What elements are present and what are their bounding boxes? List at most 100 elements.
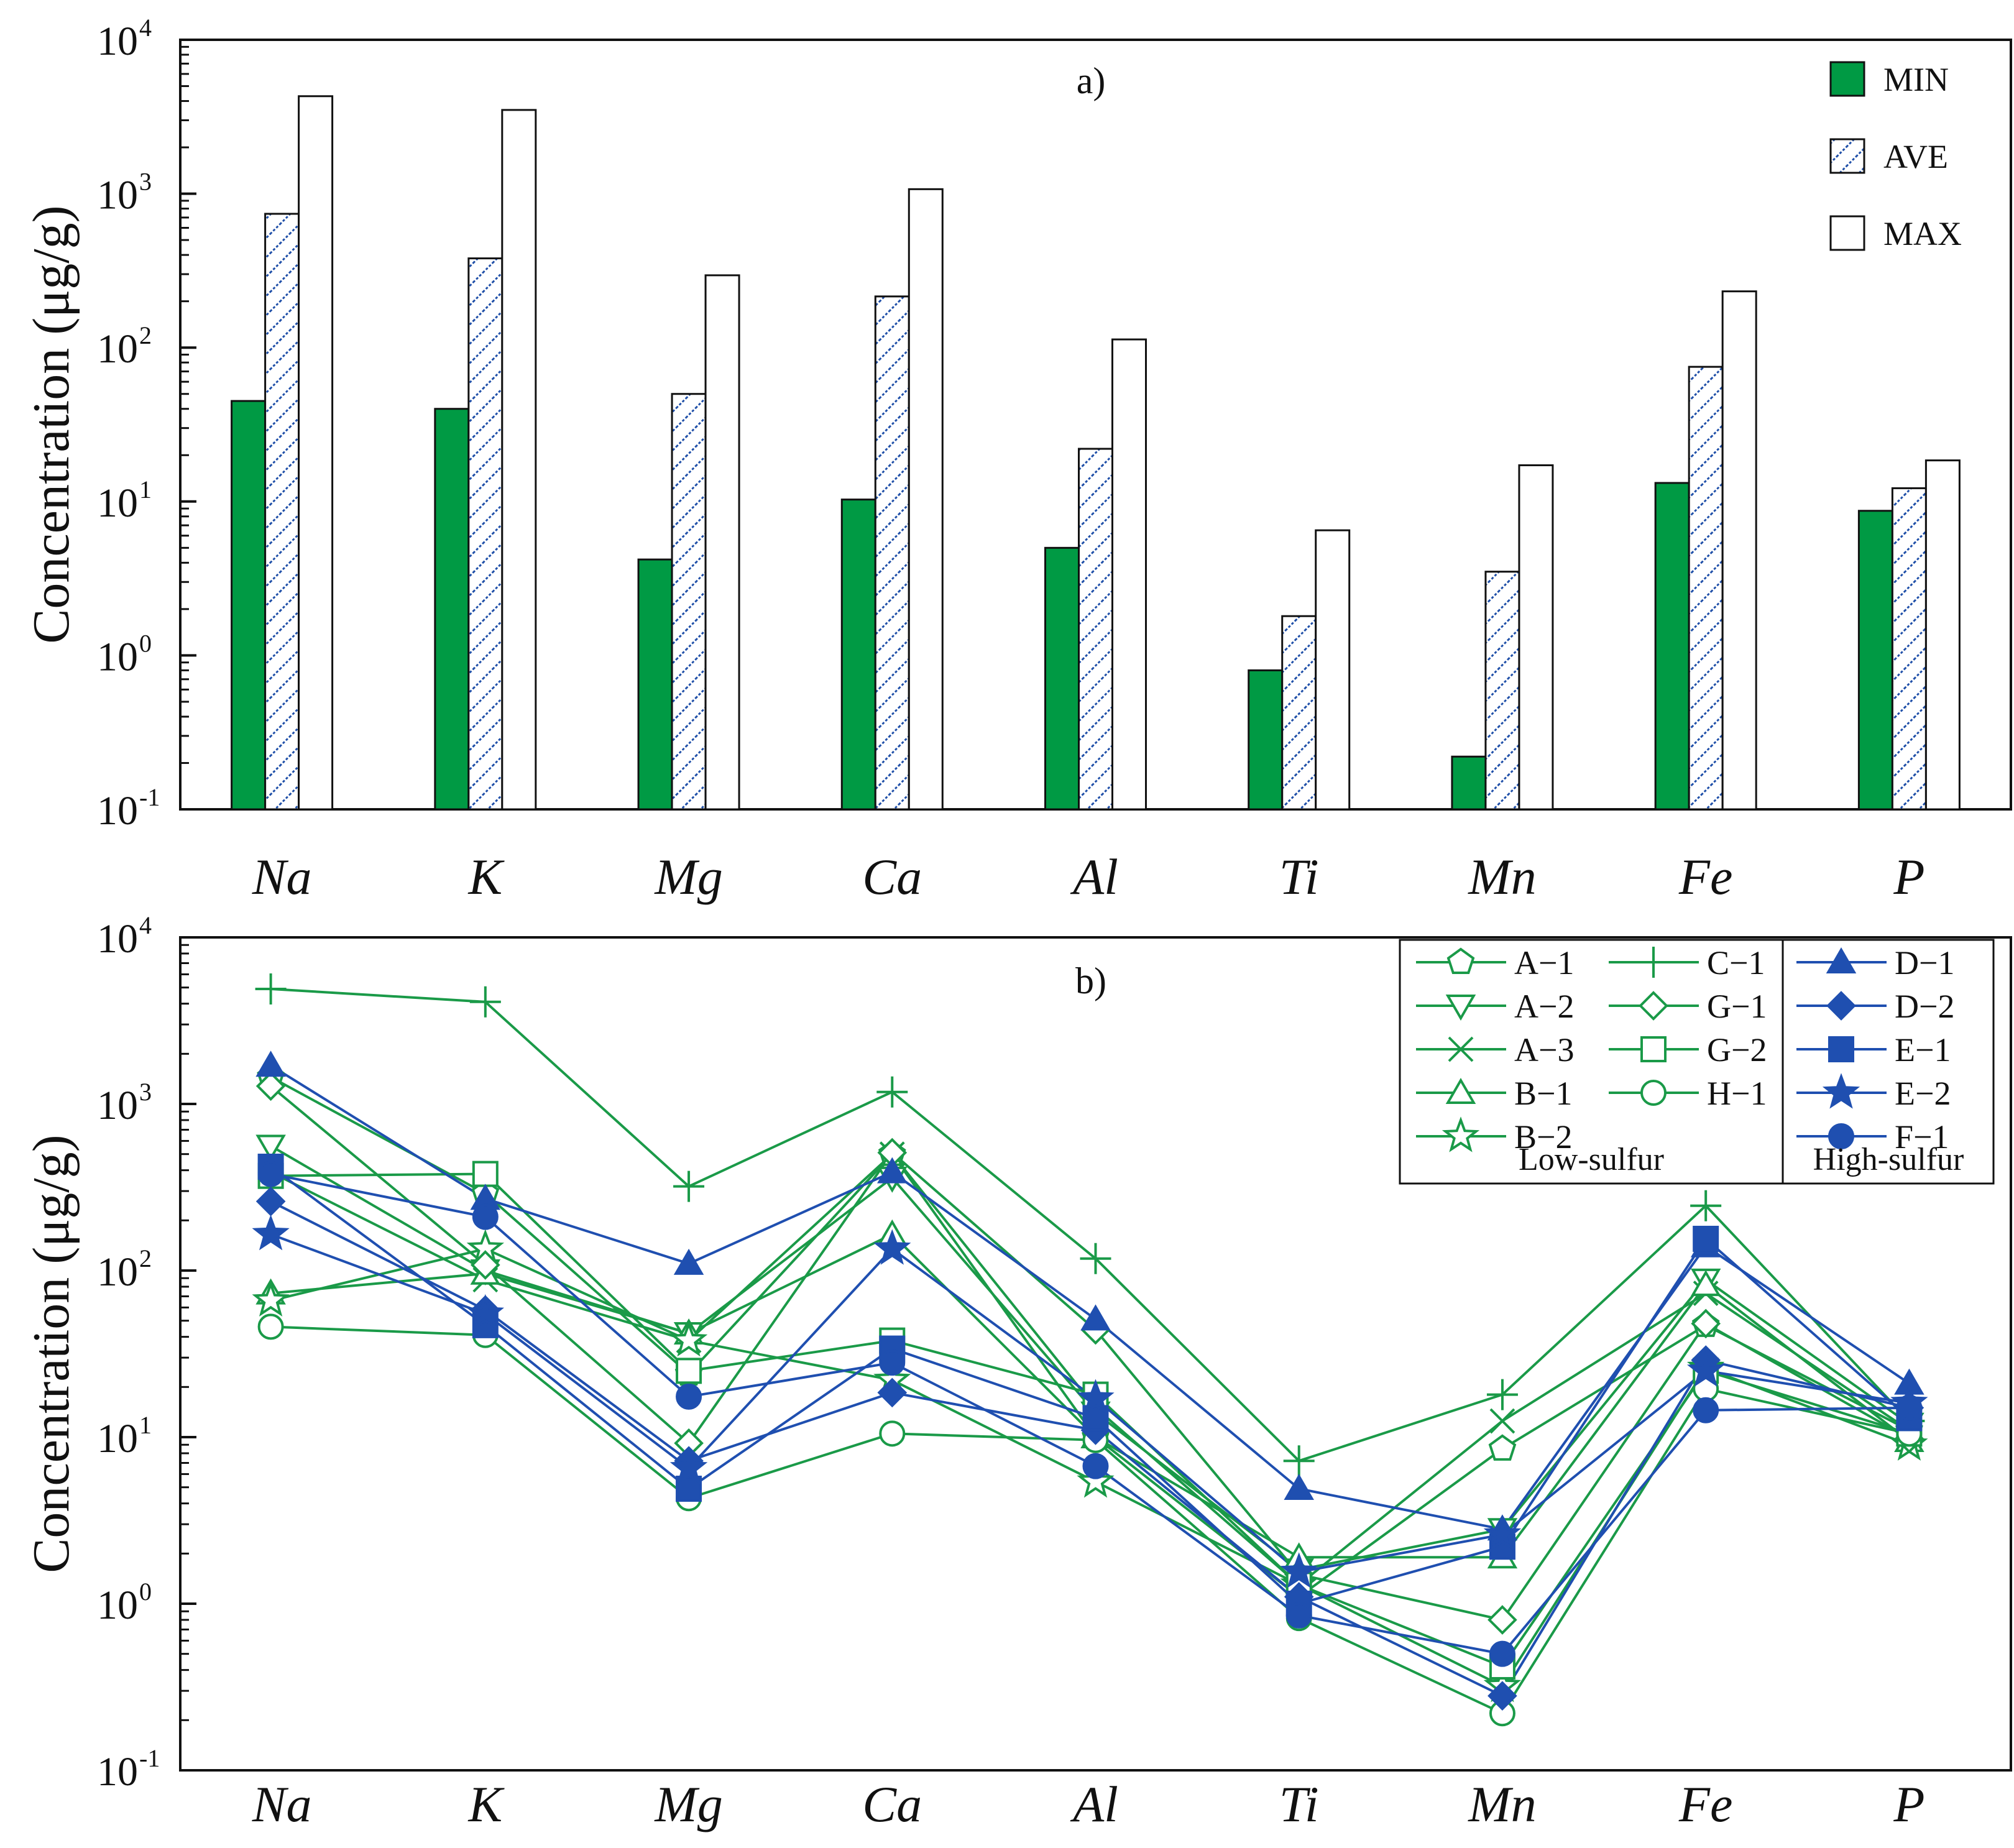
y-tick-exponent: 2 (139, 321, 152, 349)
bar-max-p (1924, 459, 1961, 811)
bar-ave-al (1078, 448, 1113, 811)
legend-marker-E−1 (1828, 1036, 1854, 1062)
y-tick-exponent: 2 (139, 1244, 152, 1272)
bar-max-fe (1721, 290, 1757, 811)
point-D−2-Na (255, 1186, 286, 1216)
bar-min-ti (1248, 669, 1284, 811)
legend-label-D−1: D−1 (1895, 944, 1954, 981)
bar-max-ti (1315, 529, 1351, 811)
legend-label-A−2: A−2 (1514, 988, 1574, 1025)
legend-label-A−1: A−1 (1514, 944, 1574, 981)
legend-label-ave: AVE (1883, 138, 1948, 175)
y-tick-label: 10 (97, 480, 138, 526)
y-tick-label: 10 (97, 1083, 138, 1128)
bar-ave-ti (1281, 615, 1317, 811)
point-F−1-P (1896, 1394, 1923, 1421)
point-D−1-Al (1080, 1304, 1111, 1331)
x-category-label: P (1893, 848, 1924, 905)
panel-a-label: a) (1077, 60, 1106, 101)
legend-label-F−1: F−1 (1895, 1118, 1949, 1156)
y-tick-label: 10 (97, 788, 138, 834)
legend-marker-D−1 (1826, 947, 1857, 973)
point-G−1-K (470, 1250, 500, 1280)
bar-max-mg (704, 274, 740, 811)
x-category-label: Al (1070, 1776, 1118, 1832)
y-tick-label: 10 (97, 634, 138, 679)
point-H−1-Ca (879, 1420, 906, 1447)
legend-marker-A−3 (1448, 1036, 1474, 1062)
y-tick-label: 10 (97, 173, 138, 218)
point-C−1-Na (255, 973, 287, 1005)
point-A−1-Mn (1488, 1434, 1517, 1461)
bar-min-al (1044, 546, 1080, 811)
point-E−2-Ca (873, 1229, 911, 1265)
legend-marker-B−2 (1442, 1116, 1480, 1152)
y-tick-exponent: -1 (139, 1744, 160, 1772)
point-D−2-Mn (1488, 1681, 1517, 1711)
y-tick-exponent: 0 (139, 629, 152, 657)
marker-stroke (1448, 1036, 1474, 1062)
point-C−1-K (469, 986, 501, 1018)
point-G−1-Na (255, 1071, 286, 1101)
legend-box (1399, 939, 1995, 1185)
bar-ave-mg (671, 393, 707, 811)
marker-stroke (1489, 1408, 1515, 1434)
point-C−1-Mn (1486, 1379, 1518, 1410)
bar-ave-p (1891, 487, 1927, 811)
legend-group-high-sulfur: High-sulfur (1813, 1142, 1964, 1177)
bar-max-na (298, 95, 334, 811)
point-F−1-Mn (1489, 1640, 1515, 1667)
point-F−1-Ti (1285, 1602, 1312, 1629)
x-category-label: P (1893, 1776, 1924, 1832)
legend-marker-E−2 (1822, 1073, 1860, 1109)
y-tick-exponent: 0 (139, 1578, 152, 1606)
legend-swatch-min (1829, 61, 1865, 97)
bar-ave-ca (874, 295, 910, 811)
legend-marker-C−1 (1638, 947, 1669, 978)
point-E−2-Fe (1686, 1351, 1725, 1387)
panel-b-label: b) (1075, 960, 1106, 1001)
legend-label-C−1: C−1 (1707, 944, 1765, 981)
point-E−2-Na (252, 1214, 290, 1251)
x-category-label: Ca (862, 1776, 922, 1832)
legend-marker-B−1 (1445, 1078, 1476, 1104)
point-F−1-K (472, 1203, 499, 1230)
point-B−2-Al (1077, 1461, 1115, 1498)
x-category-label: Ti (1279, 848, 1319, 905)
y-tick-label: 10 (97, 916, 138, 962)
point-D−1-Mg (673, 1248, 704, 1275)
point-D−2-Ca (877, 1377, 908, 1408)
point-G−1-Mn (1488, 1605, 1517, 1635)
legend-marker-G−2 (1640, 1036, 1667, 1062)
x-category-label: Fe (1678, 1776, 1732, 1832)
legend-marker-F−1 (1828, 1123, 1854, 1149)
point-A−3-Mn (1489, 1408, 1515, 1434)
point-C−1-Mg (673, 1170, 705, 1202)
series-line-A−3 (270, 1152, 1910, 1587)
point-F−1-Al (1082, 1453, 1109, 1479)
bar-min-p (1857, 510, 1893, 811)
legend-marker-D−2 (1826, 991, 1856, 1021)
bar-min-k (434, 408, 470, 811)
bar-min-ca (840, 499, 876, 811)
y-tick-label: 10 (97, 326, 138, 372)
point-G−1-Fe (1691, 1308, 1721, 1339)
x-category-label: Ti (1279, 1776, 1319, 1832)
y-tick-exponent: 1 (139, 1411, 152, 1439)
point-E−2-K (466, 1294, 505, 1330)
y-tick-exponent: 3 (139, 1078, 152, 1106)
legend-label-E−1: E−1 (1895, 1031, 1951, 1069)
point-B−2-Mg (669, 1320, 708, 1357)
x-category-label: Ca (862, 848, 922, 905)
point-C−1-Fe (1690, 1190, 1722, 1221)
point-C−1-Ti (1283, 1445, 1315, 1477)
legend-label-H−1: H−1 (1707, 1075, 1767, 1112)
y-tick-label: 10 (97, 1416, 138, 1461)
x-category-label: K (467, 848, 505, 905)
point-A−2-Na (255, 1134, 286, 1161)
bar-min-na (231, 400, 267, 811)
bar-max-ca (908, 188, 944, 811)
point-F−1-Na (257, 1161, 284, 1187)
